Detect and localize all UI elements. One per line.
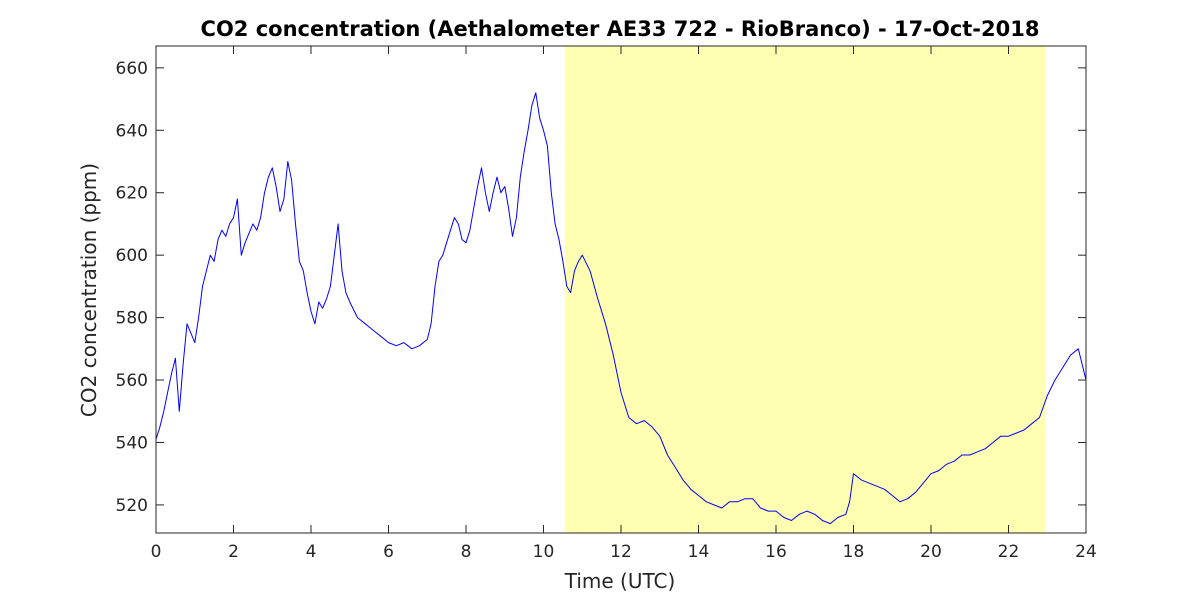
- x-tick-label: 4: [306, 542, 317, 562]
- x-tick-label: 0: [151, 542, 162, 562]
- x-tick-label: 14: [688, 542, 710, 562]
- x-tick-label: 6: [383, 542, 394, 562]
- x-tick-label: 18: [843, 542, 865, 562]
- x-tick-label: 2: [228, 542, 239, 562]
- y-tick-label: 620: [116, 184, 148, 204]
- x-tick-label: 12: [610, 542, 632, 562]
- co2-series-line: [155, 92, 1087, 525]
- x-axis-ticks: 0 2 4 6 8 10 12 14 16 18 20 22 24: [151, 46, 1097, 562]
- y-axis-label: CO2 concentration (ppm): [77, 163, 101, 417]
- y-tick-label: 540: [116, 433, 148, 453]
- x-tick-label: 10: [533, 542, 555, 562]
- x-tick-label: 22: [998, 542, 1020, 562]
- chart-title: CO2 concentration (Aethalometer AE33 722…: [201, 17, 1040, 41]
- y-axis-ticks: 520 540 560 580 600 620 640 660: [116, 59, 1086, 516]
- x-tick-label: 20: [920, 542, 942, 562]
- x-tick-label: 24: [1075, 542, 1097, 562]
- x-axis-label: Time (UTC): [564, 569, 676, 593]
- y-tick-label: 560: [116, 371, 148, 391]
- y-tick-label: 580: [116, 309, 148, 329]
- x-tick-label: 8: [461, 542, 472, 562]
- y-tick-label: 640: [116, 121, 148, 141]
- x-tick-label: 16: [765, 542, 787, 562]
- y-tick-label: 660: [116, 59, 148, 79]
- y-tick-label: 600: [116, 246, 148, 266]
- highlight-band: [564, 46, 1046, 533]
- y-tick-label: 520: [116, 496, 148, 516]
